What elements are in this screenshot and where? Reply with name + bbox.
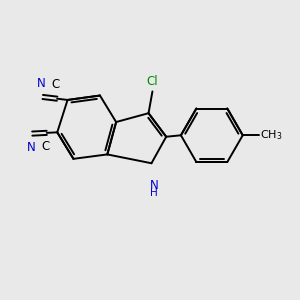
Text: Cl: Cl xyxy=(147,75,158,88)
Text: C: C xyxy=(41,140,50,153)
Text: C: C xyxy=(52,78,60,91)
Text: CH$_3$: CH$_3$ xyxy=(260,128,283,142)
Text: N: N xyxy=(149,178,158,192)
Text: N: N xyxy=(26,141,35,154)
Text: N: N xyxy=(37,76,46,90)
Text: H: H xyxy=(150,188,158,198)
